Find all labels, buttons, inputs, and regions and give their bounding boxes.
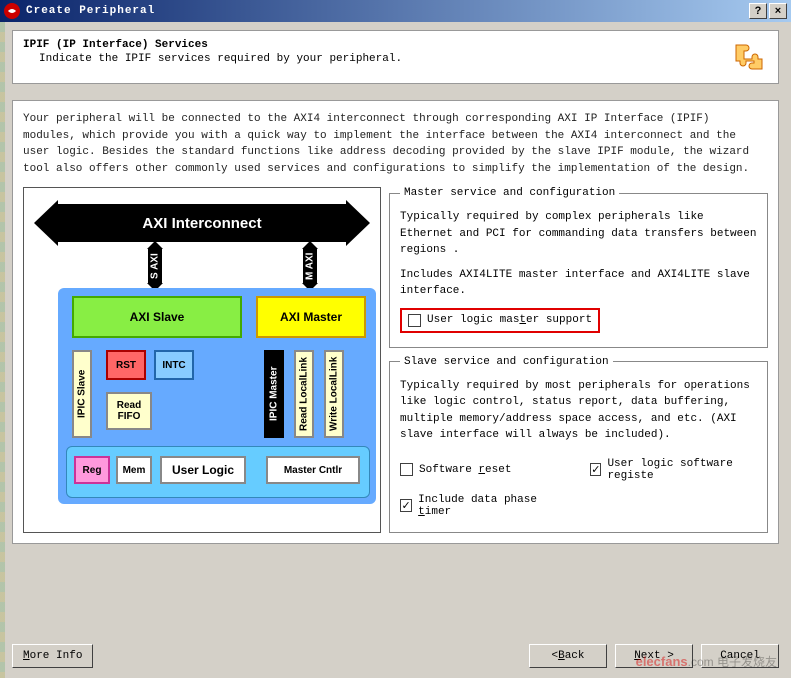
puzzle-icon: [728, 39, 768, 75]
write-locallink-block: Write LocalLink: [324, 350, 344, 438]
data-phase-timer-label: Include data phase timer: [418, 494, 564, 518]
titlebar: Create Peripheral ? ×: [0, 0, 791, 22]
left-edge-decor: [0, 22, 5, 678]
m-axi-connector: M AXI: [303, 248, 317, 284]
rst-block: RST: [106, 350, 146, 380]
master-support-highlight: User logic master support: [400, 308, 600, 333]
software-reset-checkbox[interactable]: [400, 463, 413, 476]
slave-para1: Typically required by most peripherals f…: [400, 378, 757, 444]
ipic-master-block: IPIC Master: [264, 350, 284, 438]
slave-service-group: Slave service and configuration Typicall…: [389, 356, 768, 533]
slave-legend: Slave service and configuration: [400, 356, 613, 368]
user-logic-master-label: User logic master support: [427, 314, 592, 326]
data-phase-timer-checkbox[interactable]: ✓: [400, 499, 412, 512]
read-locallink-block: Read LocalLink: [294, 350, 314, 438]
read-fifo-block: Read FIFO: [106, 392, 152, 430]
header-panel: IPIF (IP Interface) Services Indicate th…: [12, 30, 779, 84]
axi-interconnect-arrow: AXI Interconnect: [34, 200, 370, 246]
software-reset-label: Software reset: [419, 464, 511, 476]
interconnect-label: AXI Interconnect: [58, 204, 346, 242]
reg-block: Reg: [74, 456, 110, 484]
master-para1: Typically required by complex peripheral…: [400, 209, 757, 259]
description-text: Your peripheral will be connected to the…: [23, 111, 768, 177]
intc-block: INTC: [154, 350, 194, 380]
master-service-group: Master service and configuration Typical…: [389, 187, 768, 348]
user-logic-master-checkbox[interactable]: [408, 314, 421, 327]
window-title: Create Peripheral: [26, 5, 749, 17]
mem-block: Mem: [116, 456, 152, 484]
diagram-panel: AXI Interconnect S AXI M AXI AXI Slave A…: [23, 187, 381, 533]
master-cntlr-block: Master Cntlr: [266, 456, 360, 484]
master-para2: Includes AXI4LITE master interface and A…: [400, 267, 757, 300]
page-subtitle: Indicate the IPIF services required by y…: [23, 53, 718, 65]
ipic-slave-block: IPIC Slave: [72, 350, 92, 438]
app-icon: [4, 3, 20, 19]
back-button[interactable]: < Back: [529, 644, 607, 668]
page-title: IPIF (IP Interface) Services: [23, 39, 718, 51]
watermark: elecfans.com 电子发烧友: [636, 653, 777, 670]
master-legend: Master service and configuration: [400, 187, 619, 199]
help-button[interactable]: ?: [749, 3, 767, 19]
axi-master-block: AXI Master: [256, 296, 366, 338]
description-panel: Your peripheral will be connected to the…: [12, 100, 779, 544]
axi-slave-block: AXI Slave: [72, 296, 242, 338]
more-info-button[interactable]: More Info: [12, 644, 93, 668]
user-logic-block: User Logic: [160, 456, 246, 484]
close-button[interactable]: ×: [769, 3, 787, 19]
user-logic-sw-register-label: User logic software registe: [607, 458, 754, 482]
s-axi-connector: S AXI: [148, 248, 162, 284]
user-logic-sw-register-checkbox[interactable]: ✓: [590, 463, 601, 476]
